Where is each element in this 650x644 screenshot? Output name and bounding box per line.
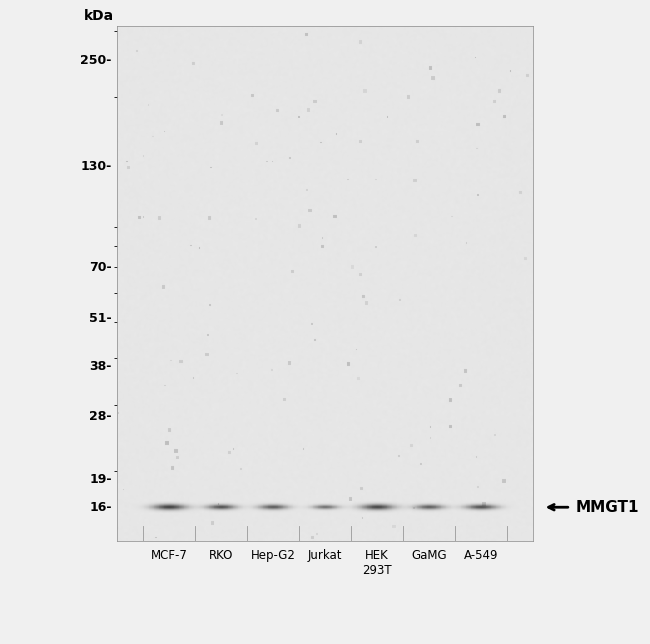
Text: MCF-7: MCF-7: [151, 549, 187, 562]
Text: RKO: RKO: [209, 549, 233, 562]
Text: A-549: A-549: [463, 549, 499, 562]
Text: 28-: 28-: [89, 410, 112, 423]
Text: 16-: 16-: [89, 501, 112, 514]
Text: HEK
293T: HEK 293T: [362, 549, 392, 576]
Text: Jurkat: Jurkat: [307, 549, 343, 562]
Text: Hep-G2: Hep-G2: [250, 549, 296, 562]
Text: 38-: 38-: [90, 360, 112, 374]
Text: 70-: 70-: [89, 261, 112, 274]
Text: MMGT1: MMGT1: [575, 500, 639, 515]
Text: GaMG: GaMG: [411, 549, 447, 562]
Text: 51-: 51-: [89, 312, 112, 325]
Text: 19-: 19-: [89, 473, 112, 486]
Text: 130-: 130-: [81, 160, 112, 173]
Text: 250-: 250-: [81, 54, 112, 67]
Text: kDa: kDa: [84, 8, 114, 23]
